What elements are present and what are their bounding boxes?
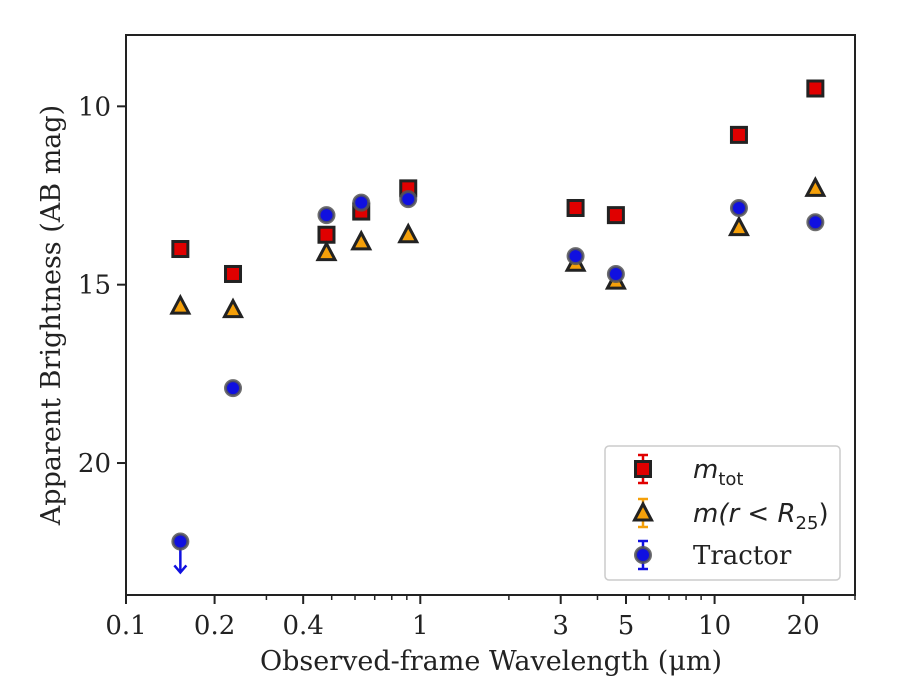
legend-box xyxy=(604,445,841,581)
data-point-circle xyxy=(729,198,748,217)
data-point-triangle xyxy=(222,297,245,319)
data-markers xyxy=(169,79,827,575)
x-tick-label: 5 xyxy=(618,611,635,641)
plot-frame xyxy=(125,34,856,596)
data-point-circle xyxy=(566,247,585,266)
legend-marker-square xyxy=(634,460,652,478)
legend-label: mtot xyxy=(693,455,743,490)
data-point-triangle xyxy=(727,215,750,237)
data-point-square xyxy=(806,79,825,98)
data-point-circle xyxy=(317,206,336,225)
legend-label: Tractor xyxy=(693,541,792,571)
legend-entry: Tractor xyxy=(634,539,792,571)
x-axis-label: Observed-frame Wavelength (μm) xyxy=(260,646,722,677)
data-point-square xyxy=(729,125,748,144)
data-point-square xyxy=(224,264,243,283)
x-tick-label: 3 xyxy=(552,611,569,641)
x-tick-label: 0.1 xyxy=(105,611,146,641)
data-point-square xyxy=(317,225,336,244)
x-tick-label: 0.2 xyxy=(194,611,235,641)
series-circle xyxy=(171,190,825,575)
data-point-circle xyxy=(606,264,625,283)
data-point-circle xyxy=(806,213,825,232)
axis-ticks xyxy=(117,105,805,604)
legend-entry: m(r < R25) xyxy=(632,497,829,534)
y-axis-label: Apparent Brightness (AB mag) xyxy=(36,105,67,526)
legend-marker-circle xyxy=(634,546,652,564)
data-point-triangle xyxy=(169,293,192,315)
x-tick-labels: 0.1 0.2 0.4 1 3 5 10 20 xyxy=(105,611,819,641)
data-point-triangle xyxy=(315,240,338,262)
y-tick-labels: 10 15 20 xyxy=(78,92,111,479)
data-point-square xyxy=(566,198,585,217)
y-tick-label: 15 xyxy=(78,271,111,301)
data-point-triangle xyxy=(804,176,827,197)
series-triangle xyxy=(169,176,827,319)
legend-marker-triangle xyxy=(632,500,654,522)
legend: mtot m(r < R25) Tractor xyxy=(604,445,841,581)
legend-label: m(r < R25) xyxy=(693,499,829,534)
data-point-circle xyxy=(352,193,371,212)
x-tick-label: 1 xyxy=(412,611,429,641)
y-tick-label: 20 xyxy=(78,449,111,479)
data-point-circle xyxy=(399,190,418,209)
x-tick-label: 20 xyxy=(787,611,820,641)
x-tick-label: 0.4 xyxy=(283,611,324,641)
data-point-circle xyxy=(171,532,190,551)
y-tick-label: 10 xyxy=(78,92,111,122)
series-square xyxy=(171,79,825,283)
x-tick-label: 10 xyxy=(698,611,731,641)
data-point-square xyxy=(606,206,625,225)
legend-entry: mtot xyxy=(634,453,743,490)
data-point-triangle xyxy=(397,222,420,244)
data-point-square xyxy=(171,240,190,259)
data-point-triangle xyxy=(350,229,373,251)
data-point-circle xyxy=(224,379,243,398)
